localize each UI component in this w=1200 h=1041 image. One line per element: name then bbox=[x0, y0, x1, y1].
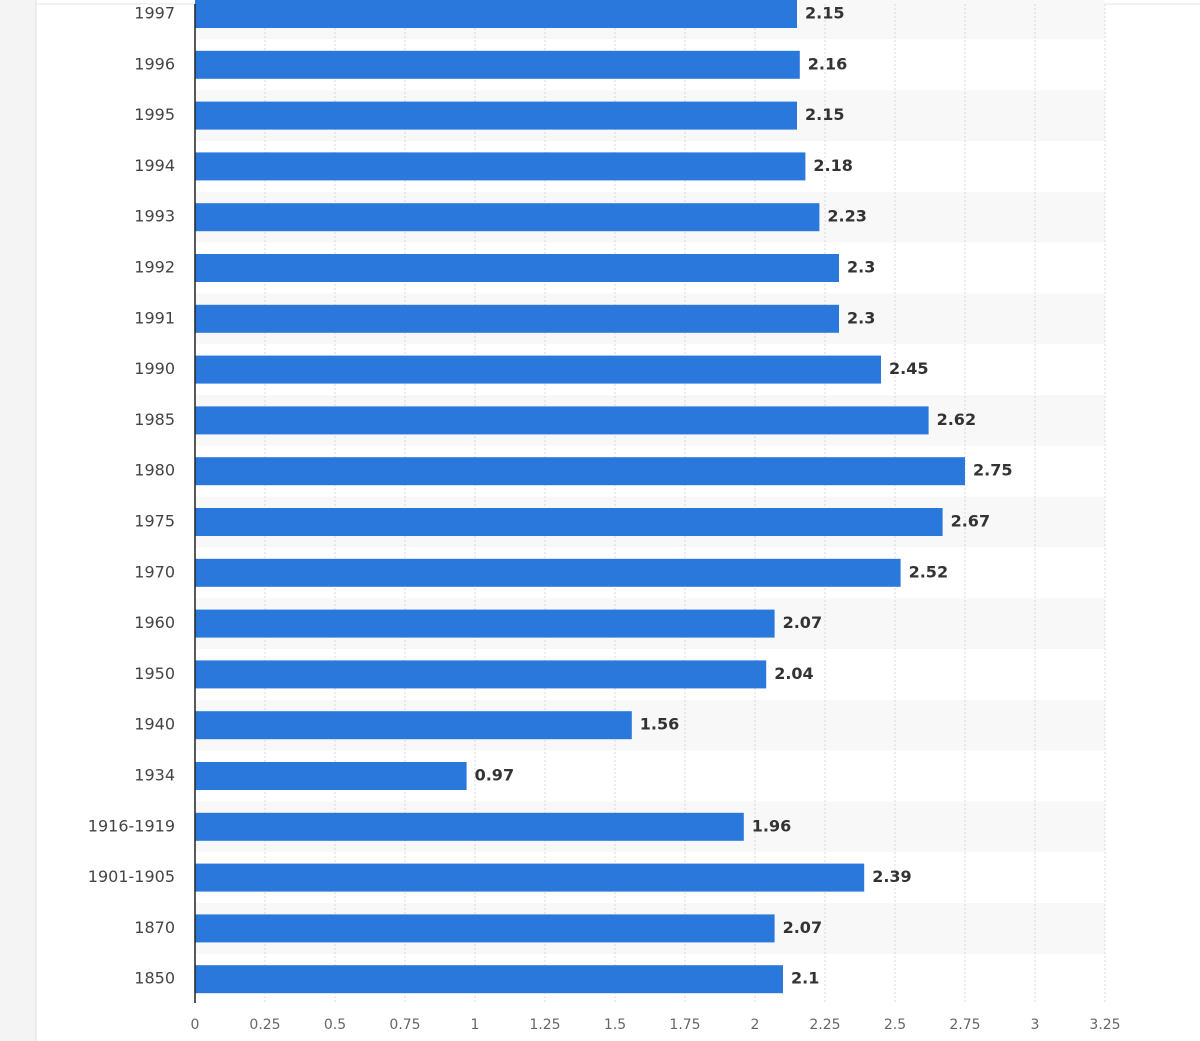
bar bbox=[195, 0, 797, 28]
value-label: 2.16 bbox=[808, 54, 847, 73]
value-label: 2.67 bbox=[951, 512, 990, 531]
x-tick-label: 1 bbox=[471, 1017, 480, 1033]
x-tick-label: 1.25 bbox=[529, 1017, 560, 1033]
value-label: 2.07 bbox=[783, 918, 822, 937]
bar bbox=[195, 304, 839, 333]
bar bbox=[195, 863, 865, 892]
bar bbox=[195, 457, 965, 486]
value-label: 2.15 bbox=[805, 105, 844, 124]
bar bbox=[195, 203, 820, 232]
y-tick-label: 1901-1905 bbox=[88, 867, 175, 886]
y-tick-label: 1975 bbox=[134, 512, 175, 531]
y-tick-label: 1934 bbox=[134, 766, 175, 785]
page-margin bbox=[0, 0, 36, 1041]
bar bbox=[195, 914, 775, 943]
x-tick-label: 0.25 bbox=[249, 1017, 280, 1033]
bar bbox=[195, 609, 775, 638]
value-label: 2.23 bbox=[827, 207, 866, 226]
y-tick-label: 1997 bbox=[134, 4, 175, 23]
bar bbox=[195, 406, 929, 435]
x-tick-label: 1.75 bbox=[669, 1017, 700, 1033]
bar bbox=[195, 101, 797, 130]
value-label: 2.45 bbox=[889, 359, 928, 378]
value-label: 2.1 bbox=[791, 969, 819, 988]
x-tick-label: 0.75 bbox=[389, 1017, 420, 1033]
y-tick-label: 1916-1919 bbox=[88, 816, 175, 835]
x-tick-label: 0 bbox=[191, 1017, 200, 1033]
bar bbox=[195, 508, 943, 536]
bar bbox=[195, 152, 806, 181]
y-tick-label: 1994 bbox=[134, 156, 175, 175]
x-tick-label: 2 bbox=[751, 1017, 760, 1033]
bar bbox=[195, 762, 467, 790]
value-label: 2.52 bbox=[909, 562, 948, 581]
x-tick-label: 2.5 bbox=[884, 1017, 906, 1033]
y-tick-label: 1980 bbox=[134, 461, 175, 480]
x-tick-label: 3.25 bbox=[1089, 1017, 1120, 1033]
y-tick-label: 1950 bbox=[134, 664, 175, 683]
y-tick-label: 1991 bbox=[134, 308, 175, 327]
x-tick-label: 2.75 bbox=[949, 1017, 980, 1033]
x-tick-label: 0.5 bbox=[324, 1017, 346, 1033]
y-tick-label: 1850 bbox=[134, 969, 175, 988]
value-label: 1.96 bbox=[752, 816, 791, 835]
value-label: 2.15 bbox=[805, 4, 844, 23]
y-tick-label: 1970 bbox=[134, 562, 175, 581]
y-tick-label: 1960 bbox=[134, 613, 175, 632]
bar bbox=[195, 711, 632, 740]
bar bbox=[195, 965, 783, 994]
value-label: 2.39 bbox=[872, 867, 911, 886]
value-label: 2.07 bbox=[783, 613, 822, 632]
y-tick-label: 1992 bbox=[134, 258, 175, 277]
bar bbox=[195, 254, 839, 282]
value-label: 1.56 bbox=[640, 715, 679, 734]
value-label: 2.75 bbox=[973, 461, 1012, 480]
y-tick-label: 1990 bbox=[134, 359, 175, 378]
value-label: 0.97 bbox=[475, 766, 514, 785]
y-tick-label: 1985 bbox=[134, 410, 175, 429]
value-label: 2.3 bbox=[847, 258, 875, 277]
bar bbox=[195, 558, 901, 587]
y-tick-label: 1996 bbox=[134, 54, 175, 73]
value-label: 2.62 bbox=[937, 410, 976, 429]
value-label: 2.3 bbox=[847, 308, 875, 327]
bar bbox=[195, 812, 744, 841]
x-tick-label: 1.5 bbox=[604, 1017, 626, 1033]
x-tick-label: 2.25 bbox=[809, 1017, 840, 1033]
y-tick-label: 1940 bbox=[134, 715, 175, 734]
y-tick-label: 1995 bbox=[134, 105, 175, 124]
bar bbox=[195, 50, 800, 79]
value-label: 2.04 bbox=[774, 664, 813, 683]
x-tick-label: 3 bbox=[1031, 1017, 1040, 1033]
value-label: 2.18 bbox=[813, 156, 852, 175]
y-tick-label: 1993 bbox=[134, 207, 175, 226]
bar bbox=[195, 660, 767, 689]
bar bbox=[195, 355, 881, 384]
y-tick-label: 1870 bbox=[134, 918, 175, 937]
